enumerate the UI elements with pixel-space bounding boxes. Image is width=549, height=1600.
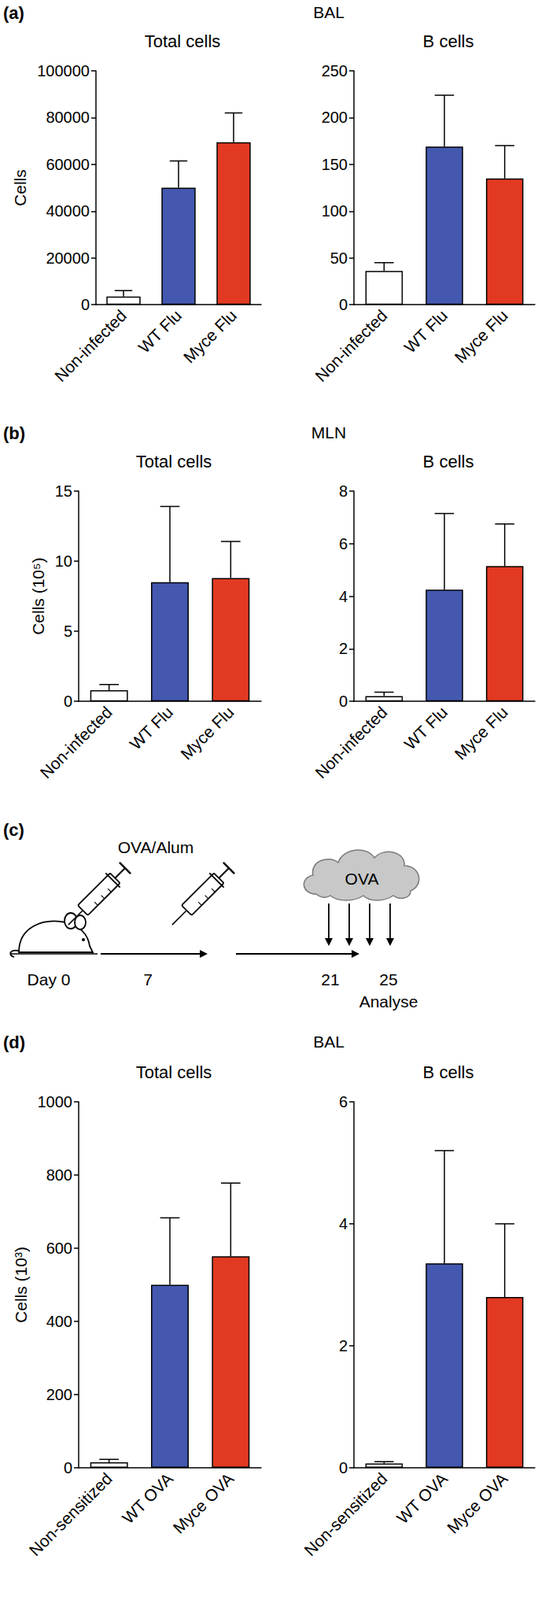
svg-text:20000: 20000 <box>45 249 90 267</box>
svg-text:Day 0: Day 0 <box>27 969 71 988</box>
svg-text:21: 21 <box>320 969 339 988</box>
svg-text:600: 600 <box>46 1238 73 1257</box>
html-text:MLN: MLN <box>311 423 347 442</box>
svg-text:50: 50 <box>330 249 348 267</box>
svg-text:2: 2 <box>338 639 348 657</box>
svg-text:Cells (10³): Cells (10³) <box>11 1245 30 1323</box>
svg-text:5: 5 <box>63 622 73 640</box>
svg-text:0: 0 <box>63 692 73 710</box>
svg-text:250: 250 <box>321 62 348 80</box>
svg-text:0: 0 <box>81 295 90 314</box>
svg-text:Myce Flu: Myce Flu <box>450 305 511 366</box>
svg-text:OVA: OVA <box>345 869 380 888</box>
svg-text:Myce Flu: Myce Flu <box>180 305 240 366</box>
svg-text:1000: 1000 <box>37 1092 74 1110</box>
svg-text:WT OVA: WT OVA <box>393 1468 451 1526</box>
svg-text:100000: 100000 <box>36 62 90 80</box>
svg-text:Total cells: Total cells <box>136 451 213 472</box>
svg-text:WT Flu: WT Flu <box>400 702 451 753</box>
svg-text:Non-sensitized: Non-sensitized <box>25 1468 115 1559</box>
svg-text:40000: 40000 <box>45 202 90 220</box>
svg-text:WT Flu: WT Flu <box>134 305 185 357</box>
html-text:(d): (d) <box>3 1031 26 1052</box>
svg-text:B cells: B cells <box>423 31 475 52</box>
svg-text:6: 6 <box>338 1092 348 1110</box>
svg-text:Non-infected: Non-infected <box>51 305 130 385</box>
svg-text:80000: 80000 <box>45 108 90 126</box>
svg-text:8: 8 <box>338 482 348 500</box>
html-text:BAL: BAL <box>313 3 345 22</box>
svg-text:Cells (10⁵): Cells (10⁵) <box>29 556 48 635</box>
svg-text:Analyse: Analyse <box>359 991 419 1010</box>
svg-text:2: 2 <box>338 1336 348 1354</box>
svg-text:0: 0 <box>338 1458 348 1476</box>
svg-text:B cells: B cells <box>423 451 475 472</box>
svg-text:Myce Flu: Myce Flu <box>450 702 511 763</box>
svg-text:WT Flu: WT Flu <box>400 305 451 357</box>
svg-text:Non-infected: Non-infected <box>311 305 391 385</box>
svg-text:150: 150 <box>321 155 348 174</box>
svg-text:Non-infected: Non-infected <box>36 702 115 782</box>
svg-text:B cells: B cells <box>423 1061 475 1082</box>
svg-text:OVA/Alum: OVA/Alum <box>117 837 194 856</box>
svg-text:6: 6 <box>338 534 348 553</box>
svg-text:WT Flu: WT Flu <box>125 702 177 753</box>
svg-text:15: 15 <box>55 482 73 500</box>
svg-text:4: 4 <box>338 1214 348 1232</box>
svg-text:7: 7 <box>143 969 153 988</box>
svg-text:60000: 60000 <box>45 155 90 174</box>
html-text:BAL: BAL <box>313 1031 345 1051</box>
svg-text:200: 200 <box>46 1385 73 1403</box>
html-text:(c): (c) <box>3 819 25 840</box>
svg-text:Cells: Cells <box>11 169 30 207</box>
svg-text:10: 10 <box>55 552 73 570</box>
svg-text:Myce OVA: Myce OVA <box>443 1468 512 1537</box>
svg-text:Non-infected: Non-infected <box>311 702 391 782</box>
svg-text:200: 200 <box>321 108 348 126</box>
html-text:(b): (b) <box>3 423 26 443</box>
svg-text:25: 25 <box>379 969 398 988</box>
svg-text:0: 0 <box>338 692 348 710</box>
svg-text:4: 4 <box>338 587 348 605</box>
svg-text:400: 400 <box>46 1311 73 1330</box>
svg-text:800: 800 <box>46 1165 73 1183</box>
svg-text:WT OVA: WT OVA <box>118 1468 177 1526</box>
svg-text:Myce Flu: Myce Flu <box>176 702 237 763</box>
svg-text:0: 0 <box>338 295 348 314</box>
svg-text:Myce OVA: Myce OVA <box>169 1468 237 1537</box>
html-text:(a): (a) <box>3 3 25 23</box>
svg-text:Total cells: Total cells <box>144 31 222 52</box>
svg-text:100: 100 <box>321 202 348 220</box>
svg-text:0: 0 <box>63 1458 73 1476</box>
svg-text:Non-sensitized: Non-sensitized <box>300 1468 391 1559</box>
svg-text:Total cells: Total cells <box>136 1061 213 1082</box>
